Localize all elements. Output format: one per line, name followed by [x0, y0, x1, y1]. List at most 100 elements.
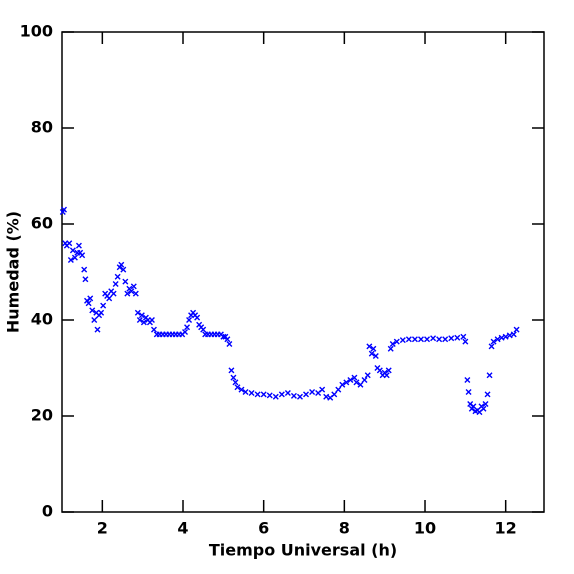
data-point [424, 336, 431, 343]
data-point [186, 317, 193, 323]
data-point [89, 307, 96, 314]
data-point [91, 317, 98, 323]
data-point [399, 337, 406, 344]
data-point [248, 389, 255, 396]
data-point [122, 278, 129, 285]
data-point [335, 386, 342, 393]
data-point [393, 338, 400, 345]
data-point [61, 206, 68, 213]
x-tick-label: 2 [97, 519, 108, 538]
data-point [417, 336, 424, 343]
data-point [376, 367, 383, 374]
data-point [98, 309, 105, 316]
data-point [387, 345, 394, 352]
data-point [182, 329, 189, 335]
data-point [361, 377, 368, 383]
data-point [372, 353, 379, 359]
data-point [132, 290, 139, 297]
data-point [242, 389, 249, 395]
x-tick-label: 10 [414, 519, 436, 538]
data-point [94, 326, 101, 333]
data-point [184, 324, 191, 331]
data-point [331, 391, 338, 398]
data-point [194, 314, 201, 321]
data-point [482, 401, 489, 407]
data-point [284, 389, 291, 396]
data-point [238, 386, 245, 393]
data-point [494, 336, 501, 343]
data-point [106, 295, 113, 302]
data-point [368, 350, 375, 357]
data-point [266, 392, 273, 399]
data-point [454, 334, 461, 341]
data-point [430, 335, 437, 342]
data-point [82, 276, 89, 283]
y-tick-label: 60 [31, 214, 53, 233]
data-point [357, 381, 364, 388]
data-point [85, 300, 92, 307]
data-point [200, 326, 207, 333]
data-point [272, 393, 279, 400]
data-point [69, 247, 76, 254]
data-point [128, 288, 135, 295]
data-point [66, 240, 73, 247]
data-point [464, 377, 471, 383]
data-point [411, 336, 418, 343]
data-point [351, 374, 358, 381]
data-point [120, 266, 127, 273]
data-point [118, 261, 125, 268]
data-point [442, 336, 449, 343]
data-point [230, 374, 237, 381]
data-point [220, 333, 227, 340]
data-point [488, 343, 495, 350]
data-point [303, 391, 310, 398]
data-point [136, 317, 143, 323]
data-point [71, 254, 78, 261]
y-tick-label: 80 [31, 118, 53, 137]
data-point [138, 312, 145, 319]
x-tick-label: 12 [495, 519, 517, 538]
data-point [480, 405, 487, 412]
data-point [339, 381, 346, 388]
data-point [364, 372, 371, 379]
data-point [114, 273, 121, 280]
data-point [134, 309, 141, 316]
data-point [462, 338, 469, 345]
data-point [150, 326, 157, 333]
data-point [366, 343, 373, 350]
data-point [148, 317, 155, 323]
plot-frame [61, 31, 545, 513]
data-point [254, 391, 261, 398]
data-point [87, 295, 94, 302]
y-tick-label: 20 [31, 406, 53, 425]
data-point [110, 290, 117, 297]
data-point [513, 326, 520, 333]
y-axis-label: Humedad (%) [4, 211, 23, 333]
data-point [460, 333, 467, 340]
data-point [130, 283, 137, 290]
x-tick-label: 8 [339, 519, 350, 538]
data-point [486, 372, 493, 379]
data-point [296, 393, 303, 400]
data-point [343, 379, 350, 386]
data-point [309, 389, 316, 395]
data-point [112, 281, 119, 287]
data-point [79, 252, 86, 259]
data-point [353, 379, 360, 386]
data-point [81, 266, 88, 273]
data-point [502, 333, 509, 340]
data-point [224, 336, 231, 343]
data-point [226, 341, 233, 347]
data-point [278, 391, 285, 398]
data-point [510, 331, 517, 338]
data-point [389, 341, 396, 347]
data-point [232, 379, 239, 386]
data-point [290, 392, 297, 399]
data-point [228, 367, 235, 374]
data-point [260, 391, 267, 398]
y-tick-label: 100 [20, 22, 53, 41]
data-point [75, 242, 82, 249]
y-tick-label: 40 [31, 310, 53, 329]
data-point [465, 389, 472, 395]
